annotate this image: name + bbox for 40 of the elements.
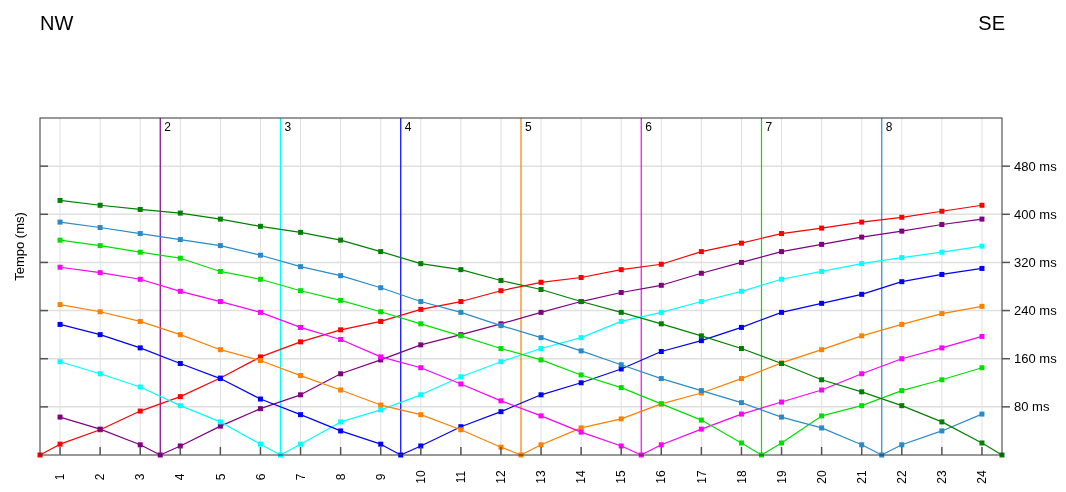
x-tick-label: 18	[734, 470, 749, 484]
annotation: 8	[885, 120, 893, 135]
x-tick-label: 24	[975, 470, 990, 484]
annotation: 3	[284, 120, 292, 135]
x-tick-label: 5	[213, 473, 228, 481]
x-tick-label: 8	[333, 473, 348, 481]
x-tick-label: 23	[935, 470, 950, 484]
x-tick-label: 9	[373, 473, 388, 481]
text: SE	[978, 12, 1005, 34]
x-tick-label: 1	[53, 473, 68, 481]
x-tick-label: 12	[494, 470, 509, 484]
annotation: 4	[404, 120, 412, 135]
x-tick-label: 13	[534, 470, 549, 484]
x-tick-label: 6	[253, 473, 268, 481]
x-tick-label: 10	[413, 470, 428, 484]
annotation: 6	[645, 120, 653, 135]
y-axis-title: Tempo (ms)	[12, 212, 27, 281]
x-tick-label: 7	[293, 473, 308, 481]
x-tick-label: 14	[574, 470, 589, 484]
x-tick-label: 15	[614, 470, 629, 484]
x-tick-label: 17	[694, 470, 709, 484]
y-tick-label: 80 ms	[1014, 399, 1050, 415]
x-tick-label: 16	[654, 470, 669, 484]
x-tick-label: 20	[814, 470, 829, 484]
annotation: 7	[765, 120, 773, 135]
x-tick-label: 19	[774, 470, 789, 484]
x-tick-label: 3	[133, 473, 148, 481]
x-tick-label: 11	[454, 470, 469, 484]
x-tick-label: 4	[173, 473, 188, 481]
y-tick-label: 160 ms	[1014, 351, 1058, 367]
x-tick-label: 2	[93, 473, 108, 481]
y-tick-label: 480 ms	[1014, 158, 1058, 174]
annotation: 5	[525, 120, 532, 135]
y-tick-label: 240 ms	[1014, 303, 1058, 319]
x-tick-label: 22	[894, 470, 909, 484]
x-tick-label: 21	[854, 470, 869, 484]
y-tick-label: 400 ms	[1014, 206, 1058, 222]
y-tick-label: 320 ms	[1014, 254, 1058, 270]
text: NW	[40, 12, 74, 34]
annotation: 2	[164, 120, 172, 135]
